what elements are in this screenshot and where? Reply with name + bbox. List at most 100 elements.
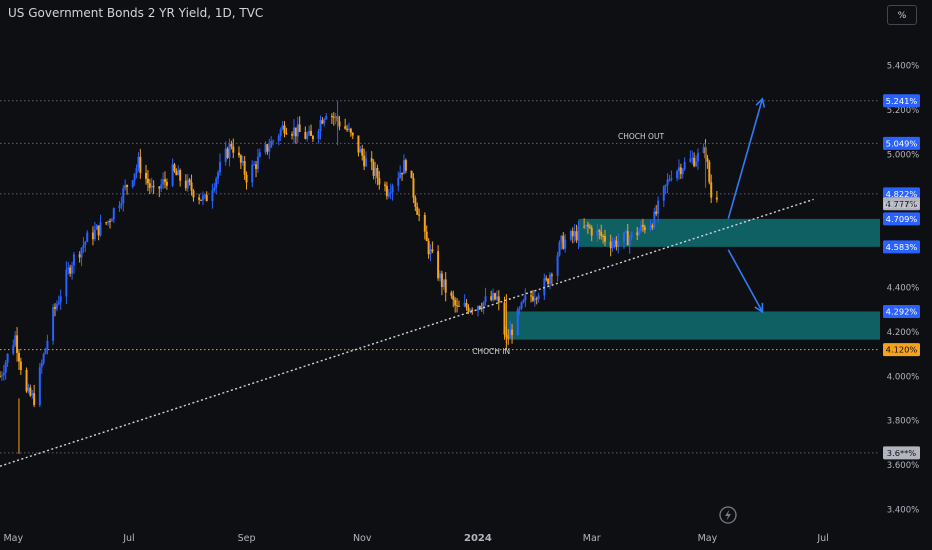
- candle-body: [279, 129, 282, 136]
- candle-body: [497, 296, 500, 303]
- candle-body: [507, 336, 510, 339]
- candle-body: [416, 206, 419, 215]
- candle-body: [702, 147, 705, 153]
- candle-body: [272, 140, 275, 142]
- candle-body: [29, 387, 32, 396]
- candle-body: [0, 376, 1, 378]
- candle-body: [266, 144, 269, 152]
- candle-body: [347, 128, 350, 130]
- candle-body: [281, 125, 284, 130]
- candle-body: [323, 119, 326, 124]
- candle-body: [258, 152, 261, 157]
- trendline: [0, 198, 814, 467]
- candle-body: [253, 164, 256, 166]
- candle-body: [670, 178, 673, 180]
- side-tag-5: 3.6**%: [887, 448, 916, 458]
- candle-body: [175, 171, 178, 176]
- lightning-circle-icon[interactable]: [717, 504, 739, 526]
- candle-body: [437, 251, 440, 279]
- y-tick-label: 3.800%: [887, 417, 919, 427]
- candle-body: [188, 179, 191, 183]
- candle-body: [71, 265, 74, 274]
- side-tag-5-bg: [883, 446, 920, 460]
- candle-body: [135, 167, 138, 174]
- candle-body: [124, 185, 127, 189]
- candle-body: [330, 115, 333, 117]
- candle-body: [503, 302, 506, 335]
- candle-body: [298, 124, 301, 132]
- candle-body: [636, 232, 639, 236]
- candle-body: [99, 222, 102, 236]
- x-tick-label: 2024: [464, 533, 492, 544]
- candle-body: [171, 164, 174, 186]
- candle-body: [184, 180, 187, 189]
- projection-arrow-2: [727, 249, 764, 313]
- candle-body: [33, 393, 36, 406]
- candle-body: [378, 178, 381, 185]
- candle-body: [414, 197, 417, 207]
- candle-body: [518, 308, 521, 310]
- candle-body: [54, 307, 56, 309]
- x-tick-label: Sep: [238, 533, 256, 544]
- candle-body: [291, 134, 294, 136]
- candle-body: [374, 167, 377, 176]
- candle-body: [283, 125, 286, 134]
- candle-body: [511, 329, 514, 336]
- candle-body: [95, 225, 98, 230]
- candle-body: [40, 363, 43, 368]
- candle-body: [14, 335, 17, 346]
- candle-body: [693, 157, 696, 167]
- candle-body: [689, 158, 692, 162]
- x-tick-label: Jul: [816, 533, 828, 544]
- candle-body: [256, 156, 259, 169]
- candle-body: [628, 237, 631, 246]
- y-tick-label: 4.200%: [887, 328, 919, 338]
- price-tag-4: 4.120%: [886, 345, 918, 355]
- candle-body: [533, 298, 536, 301]
- candle-body: [42, 353, 45, 364]
- candle-body: [535, 298, 538, 300]
- candle-body: [596, 230, 599, 236]
- candle-body: [219, 161, 221, 173]
- price-scale-unit-button[interactable]: %: [887, 5, 917, 25]
- candle-body: [270, 140, 273, 148]
- side-tag-1-bg: [883, 197, 920, 211]
- candle-body: [585, 224, 588, 228]
- candle-body: [476, 306, 479, 311]
- y-tick-label: 3.400%: [887, 505, 919, 515]
- candle-body: [550, 274, 553, 276]
- candle-body: [465, 303, 468, 308]
- candle-body: [112, 208, 115, 220]
- candle-body: [292, 127, 295, 136]
- candle-body: [444, 279, 447, 293]
- candle-body: [294, 127, 297, 137]
- annotation-1: CHOCH OUT: [618, 132, 664, 141]
- candle-body: [255, 164, 258, 169]
- candle-body: [696, 152, 699, 162]
- candle-body: [590, 227, 593, 236]
- candle-body: [463, 303, 466, 307]
- candle-body: [545, 278, 548, 280]
- candle-body: [609, 241, 612, 249]
- y-tick-label: 5.200%: [887, 106, 919, 116]
- y-tick-label: 4.400%: [887, 283, 919, 293]
- y-tick-label: 4.000%: [887, 372, 919, 382]
- candle-body: [122, 188, 125, 204]
- candle-body: [611, 244, 614, 249]
- candle-body: [264, 144, 267, 153]
- candle-body: [148, 183, 151, 188]
- candle-body: [52, 307, 55, 341]
- candle-body: [402, 160, 405, 175]
- candle-body: [598, 230, 601, 232]
- candle-body: [232, 146, 235, 153]
- candle-body: [6, 353, 9, 363]
- candle-body: [467, 307, 470, 312]
- x-tick-label: May: [3, 533, 23, 544]
- candle-body: [602, 235, 605, 237]
- candle-body: [25, 370, 28, 392]
- candle-body: [311, 135, 314, 140]
- candle-body: [454, 299, 457, 306]
- candle-body: [38, 367, 41, 406]
- candle-body: [359, 148, 362, 153]
